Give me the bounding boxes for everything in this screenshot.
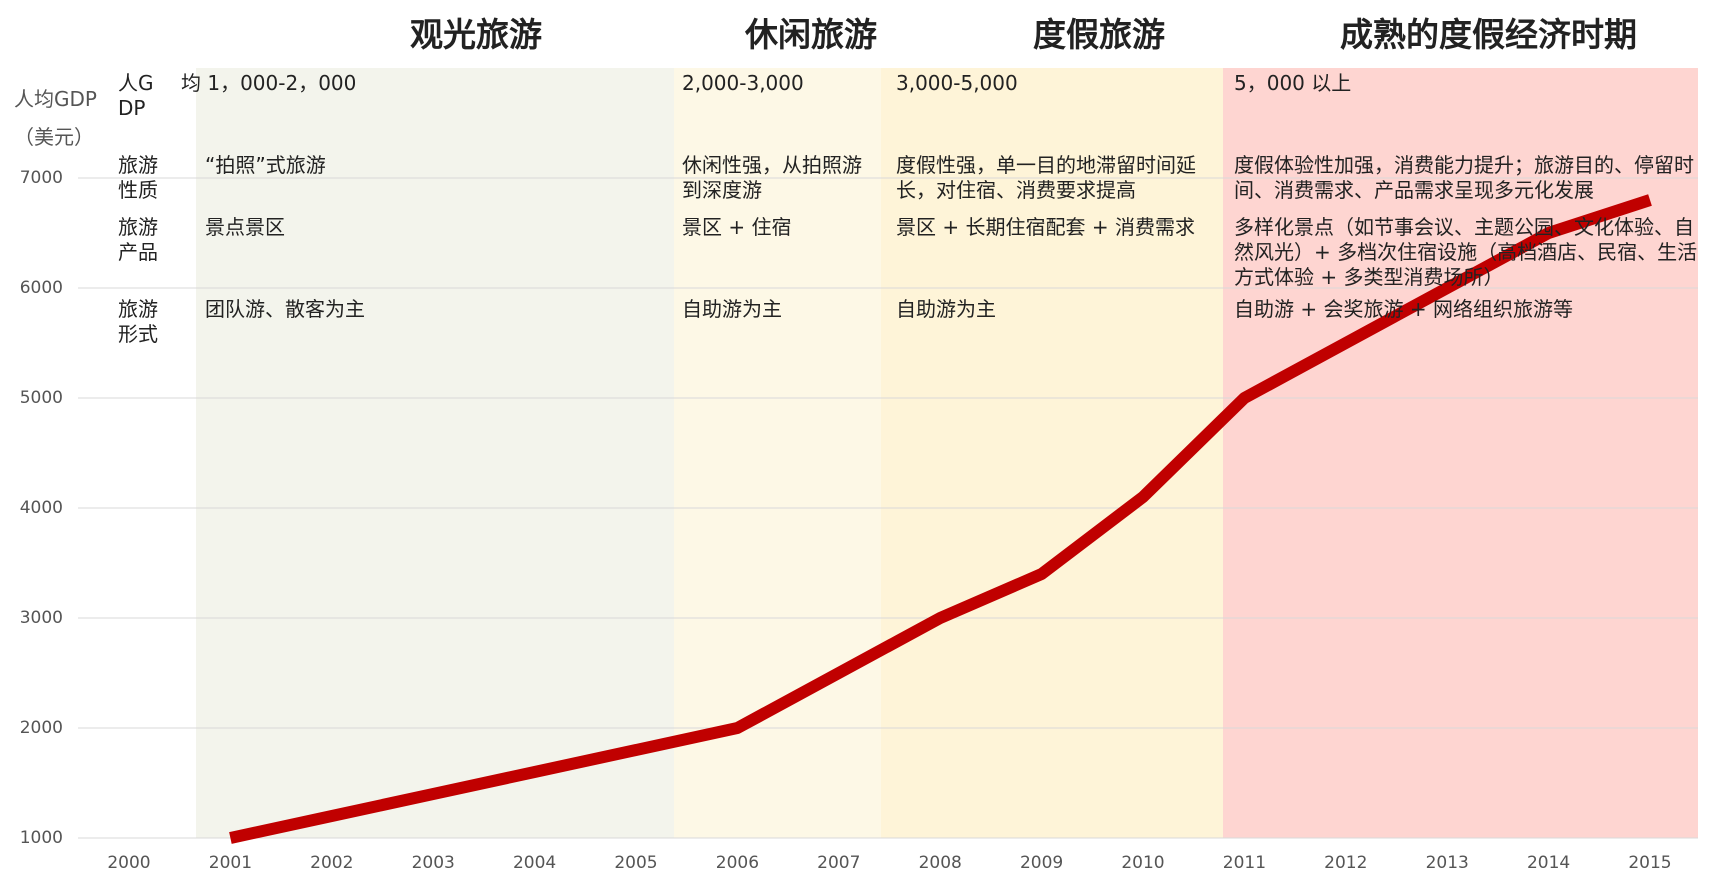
phase-title: 度假旅游 bbox=[1033, 15, 1165, 54]
table-cell: 3,000-5,000 bbox=[896, 71, 1018, 95]
phase-title: 休闲旅游 bbox=[745, 15, 877, 54]
data-line bbox=[229, 194, 1652, 844]
phase-title: 成熟的度假经济时期 bbox=[1340, 15, 1637, 54]
x-tick-label: 2000 bbox=[107, 853, 150, 873]
y-axis-label: 人均GDP（美元） bbox=[14, 87, 97, 149]
x-tick-label: 2013 bbox=[1426, 853, 1469, 873]
phase-band bbox=[1223, 68, 1698, 838]
x-tick-label: 2012 bbox=[1324, 853, 1367, 873]
table-cell: 景点景区 bbox=[205, 215, 285, 239]
x-tick-label: 2003 bbox=[412, 853, 455, 873]
table-cell: 度假体验性加强，消费能力提升；旅游目的、停留时间、消费需求、产品需求呈现多元化发… bbox=[1234, 153, 1694, 202]
x-tick-label: 2008 bbox=[919, 853, 962, 873]
row-label: 人GDP bbox=[118, 71, 154, 120]
y-tick-label: 1000 bbox=[20, 828, 63, 848]
x-tick-label: 2014 bbox=[1527, 853, 1570, 873]
y-tick-label: 5000 bbox=[20, 388, 63, 408]
table-cell: 景区 + 长期住宿配套 + 消费需求 bbox=[896, 215, 1195, 239]
y-tick-label: 3000 bbox=[20, 608, 63, 628]
x-tick-label: 2007 bbox=[817, 853, 860, 873]
y-tick-label: 4000 bbox=[20, 498, 63, 518]
x-tick-label: 2010 bbox=[1121, 853, 1164, 873]
table-cell: 多样化景点（如节事会议、主题公园、文化体验、自然风光）+ 多档次住宿设施（高档酒… bbox=[1234, 215, 1698, 289]
x-tick-label: 2006 bbox=[716, 853, 759, 873]
table-cell: 团队游、散客为主 bbox=[205, 297, 365, 321]
phase-bands bbox=[196, 68, 1698, 838]
x-tick-label: 2015 bbox=[1628, 853, 1671, 873]
table-cell: 均 1，000-2，000 bbox=[181, 71, 357, 95]
table-cell: 自助游 + 会奖旅游 + 网络组织旅游等 bbox=[1234, 297, 1573, 321]
table-cell: 自助游为主 bbox=[896, 297, 996, 321]
phase-band bbox=[881, 68, 1223, 838]
x-tick-label: 2009 bbox=[1020, 853, 1063, 873]
table-cell: 休闲性强，从拍照游到深度游 bbox=[682, 153, 862, 202]
phase-band bbox=[196, 68, 674, 838]
x-tick-label: 2001 bbox=[209, 853, 252, 873]
table-cell: “拍照”式旅游 bbox=[205, 153, 326, 177]
row-label: 旅游形式 bbox=[118, 297, 158, 346]
table-cell: 景区 + 住宿 bbox=[682, 215, 792, 239]
y-tick-label: 6000 bbox=[20, 278, 63, 298]
row-label: 旅游产品 bbox=[118, 215, 158, 264]
table-cell: 自助游为主 bbox=[682, 297, 782, 321]
x-tick-label: 2004 bbox=[513, 853, 556, 873]
x-tick-label: 2005 bbox=[614, 853, 657, 873]
y-tick-label: 2000 bbox=[20, 718, 63, 738]
x-tick-label: 2011 bbox=[1223, 853, 1266, 873]
table-cell: 度假性强，单一目的地滞留时间延长，对住宿、消费要求提高 bbox=[896, 153, 1196, 202]
table-cell: 5，000 以上 bbox=[1234, 71, 1352, 95]
table-cell: 2,000-3,000 bbox=[682, 71, 804, 95]
phase-title: 观光旅游 bbox=[410, 15, 542, 54]
row-label: 旅游性质 bbox=[118, 153, 158, 202]
y-tick-label: 7000 bbox=[20, 168, 63, 188]
x-tick-label: 2002 bbox=[310, 853, 353, 873]
